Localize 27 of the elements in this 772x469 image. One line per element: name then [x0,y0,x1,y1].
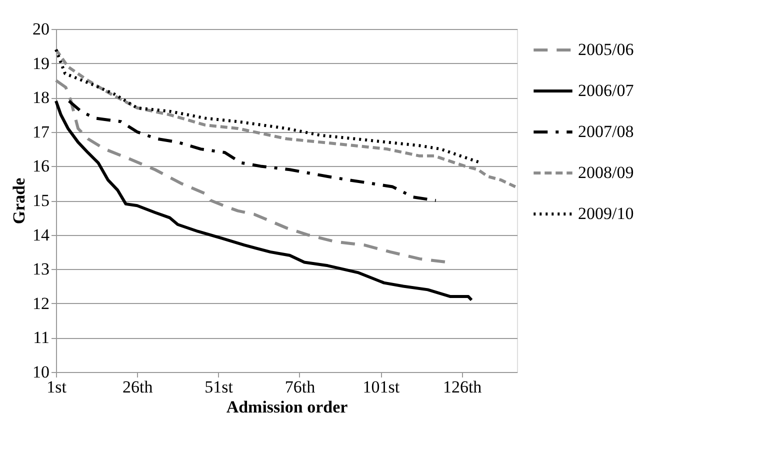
y-tick-label: 11 [33,328,50,348]
legend-label: 2008/09 [578,163,634,182]
legend-label: 2006/07 [578,81,634,100]
x-tick-label: 126th [442,378,482,396]
y-tick-label: 16 [32,156,50,176]
y-axis-title: Grade [10,177,28,224]
x-axis-title: Admission order [226,398,348,416]
y-tick-label: 15 [32,191,50,210]
y-tick-label: 19 [32,54,50,73]
x-tick-label: 26th [122,378,154,396]
x-tick-label: 76th [284,378,316,396]
x-tick-label: 51st [204,378,234,396]
y-tick-label: 18 [32,88,50,108]
legend-label: 2007/08 [578,122,634,141]
y-tick-label: 10 [32,362,50,382]
line-series [54,100,474,302]
y-tick-label: 14 [32,225,50,244]
y-tick-label: 13 [32,260,50,279]
legend-label: 2005/06 [578,40,634,59]
x-tick-label: 101st [362,378,400,396]
y-tick-label: 20 [32,20,50,38]
line-series [54,48,517,188]
y-tick-label: 12 [32,294,50,313]
x-tick-label: 1st [46,378,67,396]
legend-label: 2009/10 [578,204,634,223]
y-tick-label: 17 [32,122,50,142]
line-series [67,100,438,202]
